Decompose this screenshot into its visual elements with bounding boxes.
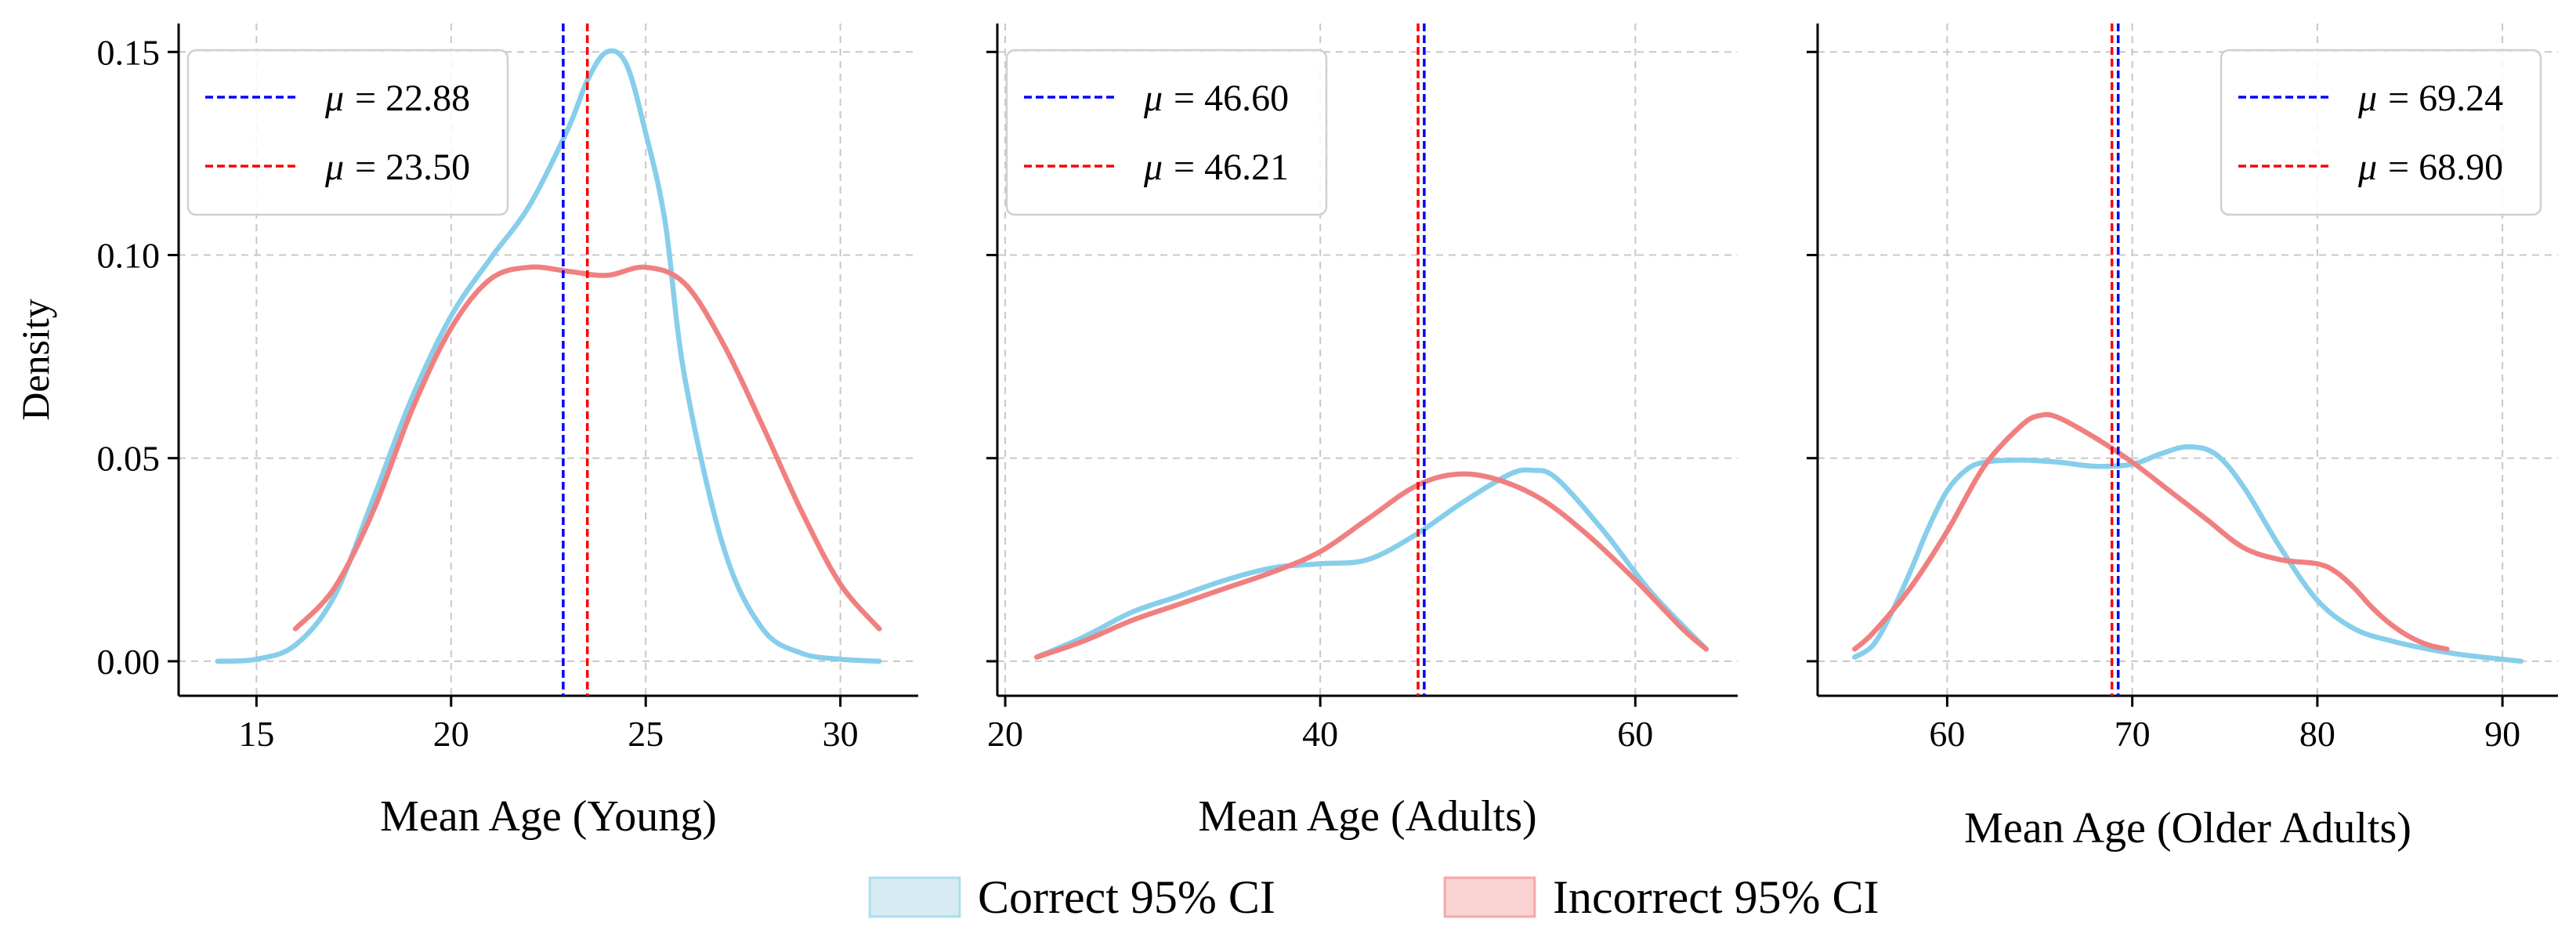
y-tick-label: 0.05 xyxy=(97,439,161,479)
mean-legend: μ = 22.88 μ = 23.50 xyxy=(186,49,509,216)
density-curve-correct xyxy=(215,48,882,664)
legend-mu-symbol: μ xyxy=(2357,78,2377,119)
x-tick-label: 40 xyxy=(1302,714,1338,754)
legend-mu-symbol: μ xyxy=(324,147,344,188)
x-tick-label: 20 xyxy=(987,714,1023,754)
x-tick-label: 60 xyxy=(1617,714,1653,754)
ci-legend: Correct 95% CI Incorrect 95% CI xyxy=(868,871,1879,923)
ci-legend-label-correct: Correct 95% CI xyxy=(978,871,1275,923)
legend-frame xyxy=(2220,49,2542,216)
legend-label-correct: = 46.60 xyxy=(1174,78,1289,119)
x-tick-label: 60 xyxy=(1929,714,1965,754)
x-tick-label: 15 xyxy=(238,714,274,754)
legend-label-incorrect: = 23.50 xyxy=(355,147,470,188)
x-tick-label: 25 xyxy=(628,714,664,754)
y-axis-label: Density xyxy=(13,299,57,421)
legend-label-correct: = 22.88 xyxy=(355,78,470,119)
legend-mu-symbol: μ xyxy=(1143,147,1163,188)
x-tick-label: 90 xyxy=(2484,714,2520,754)
legend-label-incorrect: = 68.90 xyxy=(2388,147,2503,188)
density-curve-correct xyxy=(1852,443,2524,664)
mean-legend: μ = 69.24 μ = 68.90 xyxy=(2220,49,2542,216)
legend-mu-symbol: μ xyxy=(1143,78,1163,119)
mean-legend: μ = 46.60 μ = 46.21 xyxy=(1005,49,1328,216)
y-tick-label: 0.15 xyxy=(97,32,161,72)
chart-panel-1: 0.00 0.05 0.10 0.15 15 20 25 30 Mean Age (Young)… xyxy=(13,24,918,841)
legend-label-incorrect: = 46.21 xyxy=(1174,147,1289,188)
x-axis-label: Mean Age (Young) xyxy=(380,792,717,841)
chart-panel-2: 20 40 60 Mean Age (Adults) μ = 46.60 μ = 46.21 xyxy=(986,24,1738,841)
legend-mu-symbol: μ xyxy=(2357,147,2377,188)
density-curve-correct xyxy=(1034,467,1709,660)
legend-mu-symbol: μ xyxy=(324,78,344,119)
x-axis-label: Mean Age (Older Adults) xyxy=(1964,804,2411,852)
x-tick-label: 70 xyxy=(2115,714,2151,754)
y-tick-label: 0.00 xyxy=(97,642,161,682)
x-tick-label: 80 xyxy=(2299,714,2335,754)
density-curve-incorrect xyxy=(1852,411,2450,652)
ci-legend-swatch-correct xyxy=(868,876,961,918)
y-tick-label: 0.10 xyxy=(97,236,161,276)
legend-frame xyxy=(1005,49,1328,216)
x-tick-label: 20 xyxy=(433,714,469,754)
ci-legend-swatch-incorrect xyxy=(1443,876,1536,918)
legend-label-correct: = 69.24 xyxy=(2388,78,2503,119)
density-curve-incorrect xyxy=(1034,471,1709,660)
legend-frame xyxy=(186,49,509,216)
x-axis-label: Mean Age (Adults) xyxy=(1198,792,1536,841)
ci-legend-label-incorrect: Incorrect 95% CI xyxy=(1553,871,1879,923)
x-tick-label: 30 xyxy=(823,714,859,754)
